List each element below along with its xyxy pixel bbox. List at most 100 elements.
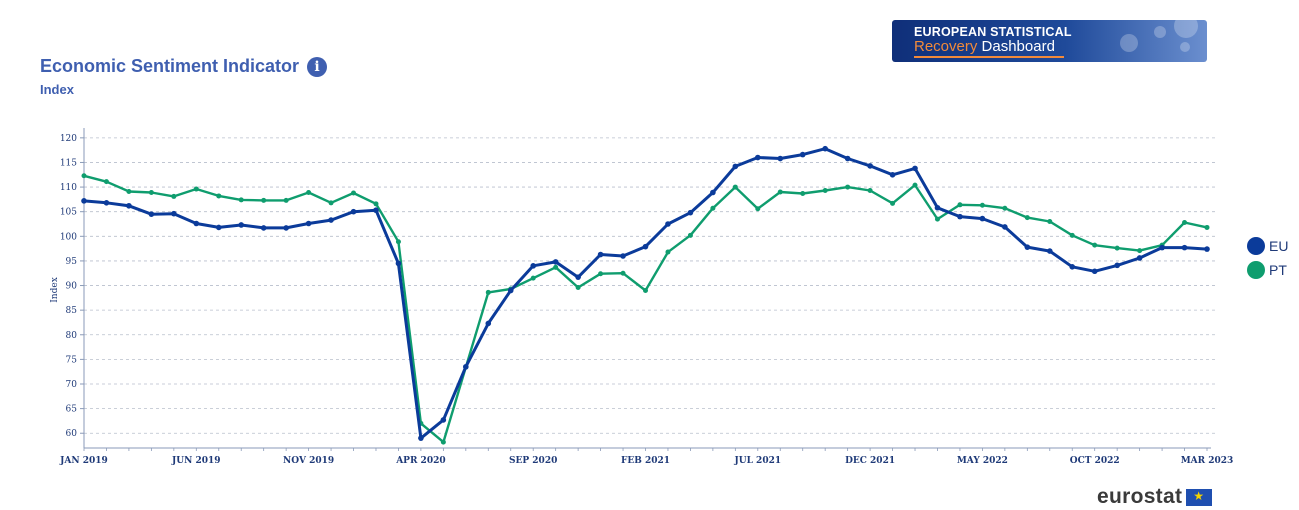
data-point-eu[interactable] — [1069, 264, 1076, 270]
data-point-eu[interactable] — [799, 151, 806, 158]
data-point-eu[interactable] — [732, 163, 739, 170]
data-point-pt[interactable] — [1069, 232, 1075, 238]
data-point-eu[interactable] — [530, 263, 536, 269]
data-point-pt[interactable] — [148, 189, 154, 195]
data-point-pt[interactable] — [732, 184, 738, 190]
data-point-pt[interactable] — [1092, 242, 1098, 248]
data-point-eu[interactable] — [283, 225, 289, 231]
data-point-pt[interactable] — [373, 201, 379, 207]
data-point-pt[interactable] — [216, 193, 222, 199]
data-point-eu[interactable] — [350, 208, 357, 215]
data-point-eu[interactable] — [418, 435, 424, 441]
data-point-pt[interactable] — [1047, 219, 1053, 225]
data-point-eu[interactable] — [328, 217, 334, 223]
data-point-pt[interactable] — [845, 184, 851, 190]
data-point-eu[interactable] — [620, 253, 626, 259]
data-point-pt[interactable] — [979, 202, 985, 208]
data-point-pt[interactable] — [261, 197, 267, 203]
data-point-eu[interactable] — [1136, 255, 1143, 261]
data-point-pt[interactable] — [1204, 224, 1210, 230]
data-point-eu[interactable] — [889, 171, 896, 178]
data-point-eu[interactable] — [934, 204, 941, 211]
data-point-eu[interactable] — [507, 287, 514, 294]
eurostat-logo[interactable]: eurostat — [1097, 485, 1213, 509]
data-point-eu[interactable] — [1024, 244, 1031, 250]
data-point-eu[interactable] — [193, 220, 200, 227]
data-point-pt[interactable] — [643, 287, 648, 293]
data-point-pt[interactable] — [890, 200, 896, 206]
data-point-eu[interactable] — [867, 163, 873, 169]
data-point-eu[interactable] — [463, 363, 469, 370]
data-point-eu[interactable] — [665, 221, 671, 227]
data-point-eu[interactable] — [552, 259, 559, 265]
data-point-pt[interactable] — [575, 285, 581, 291]
legend-item-pt[interactable]: PT — [1247, 258, 1288, 282]
data-point-eu[interactable] — [1114, 262, 1120, 269]
data-point-pt[interactable] — [1114, 245, 1120, 251]
data-point-pt[interactable] — [912, 182, 918, 188]
data-point-pt[interactable] — [755, 206, 761, 212]
data-point-pt[interactable] — [351, 190, 357, 196]
data-point-eu[interactable] — [485, 320, 492, 327]
data-point-eu[interactable] — [597, 251, 604, 258]
data-point-pt[interactable] — [800, 190, 806, 196]
data-point-eu[interactable] — [822, 145, 828, 152]
data-point-pt[interactable] — [777, 189, 783, 195]
data-point-eu[interactable] — [777, 155, 784, 162]
data-point-pt[interactable] — [328, 200, 334, 206]
data-point-pt[interactable] — [710, 205, 716, 211]
data-point-pt[interactable] — [81, 173, 87, 179]
data-point-eu[interactable] — [148, 211, 155, 217]
data-point-pt[interactable] — [103, 179, 109, 185]
data-point-pt[interactable] — [1024, 215, 1030, 221]
data-point-pt[interactable] — [1002, 205, 1008, 211]
data-point-eu[interactable] — [395, 260, 402, 267]
data-point-eu[interactable] — [238, 222, 245, 228]
data-point-eu[interactable] — [81, 198, 87, 204]
data-point-pt[interactable] — [665, 249, 671, 255]
data-point-pt[interactable] — [440, 439, 446, 445]
data-point-pt[interactable] — [171, 193, 177, 199]
data-point-eu[interactable] — [171, 210, 177, 217]
data-point-eu[interactable] — [1181, 244, 1188, 251]
data-point-pt[interactable] — [934, 216, 940, 222]
data-point-pt[interactable] — [193, 186, 199, 192]
data-point-pt[interactable] — [598, 271, 604, 277]
data-point-pt[interactable] — [867, 188, 873, 194]
data-point-pt[interactable] — [530, 275, 536, 281]
data-point-eu[interactable] — [126, 202, 132, 209]
data-point-eu[interactable] — [103, 200, 110, 206]
data-point-pt[interactable] — [395, 239, 401, 245]
data-point-pt[interactable] — [620, 270, 626, 276]
dashboard-banner[interactable]: EUROPEAN STATISTICAL Recovery Dashboard — [892, 20, 1207, 62]
data-point-eu[interactable] — [440, 417, 447, 423]
data-point-pt[interactable] — [485, 289, 491, 295]
data-point-pt[interactable] — [957, 202, 963, 208]
data-point-eu[interactable] — [687, 209, 694, 216]
data-point-eu[interactable] — [957, 213, 963, 220]
data-point-eu[interactable] — [710, 189, 716, 196]
data-point-eu[interactable] — [260, 225, 267, 231]
data-point-pt[interactable] — [283, 197, 289, 203]
data-point-eu[interactable] — [1091, 268, 1098, 275]
data-point-eu[interactable] — [979, 215, 986, 222]
info-icon[interactable]: i — [307, 56, 328, 77]
data-point-pt[interactable] — [1182, 220, 1188, 226]
data-point-eu[interactable] — [755, 154, 761, 161]
legend-item-eu[interactable]: EU — [1247, 234, 1288, 258]
data-point-eu[interactable] — [373, 207, 379, 214]
data-point-pt[interactable] — [1137, 248, 1143, 254]
data-point-eu[interactable] — [1159, 244, 1165, 251]
data-point-eu[interactable] — [305, 220, 312, 227]
data-point-eu[interactable] — [1204, 246, 1210, 252]
data-point-eu[interactable] — [912, 165, 918, 172]
data-point-eu[interactable] — [1046, 248, 1053, 254]
data-point-eu[interactable] — [575, 274, 581, 280]
data-point-pt[interactable] — [238, 197, 244, 203]
data-point-eu[interactable] — [1002, 224, 1008, 230]
data-point-eu[interactable] — [844, 155, 851, 162]
data-point-eu[interactable] — [215, 224, 222, 231]
data-point-pt[interactable] — [687, 232, 693, 238]
data-point-pt[interactable] — [306, 189, 312, 195]
data-point-pt[interactable] — [822, 188, 828, 194]
